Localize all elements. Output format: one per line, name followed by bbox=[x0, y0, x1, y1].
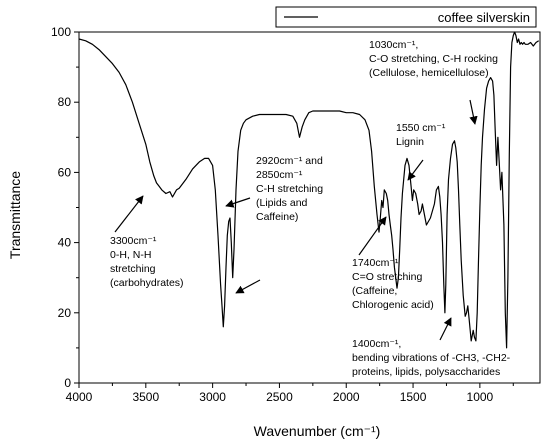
x-tick-label: 1000 bbox=[467, 390, 494, 404]
y-tick-label: 100 bbox=[51, 25, 71, 39]
annotation-text: 1030cm⁻¹, bbox=[369, 39, 418, 51]
y-axis-title: Transmittance bbox=[7, 171, 23, 259]
x-tick-label: 4000 bbox=[66, 390, 93, 404]
annotation-text: 2850cm⁻¹ bbox=[256, 169, 303, 181]
x-axis-title: Wavenumber (cm⁻¹) bbox=[254, 423, 381, 439]
annotation-text: 1400cm⁻¹, bbox=[352, 338, 401, 350]
annotation-text: 1740cm⁻¹ bbox=[352, 257, 399, 269]
annotation-arrow bbox=[407, 159, 424, 181]
annotation-text: Caffeine) bbox=[256, 211, 298, 223]
annotation-arrow bbox=[235, 279, 261, 294]
x-tick-label: 2000 bbox=[333, 390, 360, 404]
annotation-text: (Caffeine, bbox=[352, 285, 397, 297]
annotation-text: Chlorogenic acid) bbox=[352, 299, 434, 311]
annotation-text: proteins, lipids, polysaccharides bbox=[352, 366, 500, 378]
y-tick-label: 40 bbox=[58, 236, 72, 250]
annotation-text: C-O stretching, C-H rocking bbox=[369, 53, 498, 65]
x-tick-label: 2500 bbox=[266, 390, 293, 404]
annotations: 3300cm⁻¹ 0-H, N-H stretching (carbohydrates… bbox=[110, 39, 511, 378]
y-axis-ticks: 0 20 40 60 80 100 bbox=[51, 25, 79, 390]
annotation-arrow bbox=[469, 99, 478, 125]
annotation-text: 0-H, N-H bbox=[110, 249, 151, 261]
plot-frame-rect bbox=[78, 31, 541, 384]
annotation-text: Lignin bbox=[396, 136, 424, 148]
annotation-text: bending vibrations of -CH3, -CH2- bbox=[352, 352, 511, 364]
annotation-arrows bbox=[114, 99, 478, 341]
annotation-arrow bbox=[225, 197, 251, 208]
y-tick-label: 20 bbox=[58, 306, 72, 320]
legend-entry-coffee-silverskin: coffee silverskin bbox=[438, 10, 530, 25]
y-tick-label: 0 bbox=[64, 376, 71, 390]
y-tick-label: 80 bbox=[58, 95, 72, 109]
legend: coffee silverskin bbox=[275, 6, 537, 28]
x-tick-label: 3000 bbox=[199, 390, 226, 404]
annotation-arrow bbox=[439, 317, 452, 341]
annotation-arrow bbox=[114, 195, 144, 233]
annotation-text: C-H stretching bbox=[256, 183, 323, 195]
y-tick-label: 60 bbox=[58, 165, 72, 179]
annotation-text: 2920cm⁻¹ and bbox=[256, 155, 323, 167]
annotation-text: (Cellulose, hemicellulose) bbox=[369, 67, 489, 79]
annotation-text: C=O stretching bbox=[352, 271, 422, 283]
annotation-text: (Lipids and bbox=[256, 197, 308, 209]
x-axis-ticks: 4000 3500 3000 2500 2000 1500 1000 bbox=[66, 383, 514, 404]
x-tick-label: 1500 bbox=[400, 390, 427, 404]
annotation-text: 1550 cm⁻¹ bbox=[396, 122, 446, 134]
legend-box bbox=[275, 6, 537, 28]
plot-frame bbox=[78, 31, 541, 384]
annotation-arrow bbox=[358, 216, 387, 256]
x-tick-label: 3500 bbox=[132, 390, 159, 404]
annotation-text: 3300cm⁻¹ bbox=[110, 235, 157, 247]
series-group bbox=[78, 31, 540, 349]
series-line-coffee-silverskin bbox=[78, 31, 540, 349]
annotation-text: stretching bbox=[110, 263, 156, 275]
annotation-text: (carbohydrates) bbox=[110, 277, 184, 289]
